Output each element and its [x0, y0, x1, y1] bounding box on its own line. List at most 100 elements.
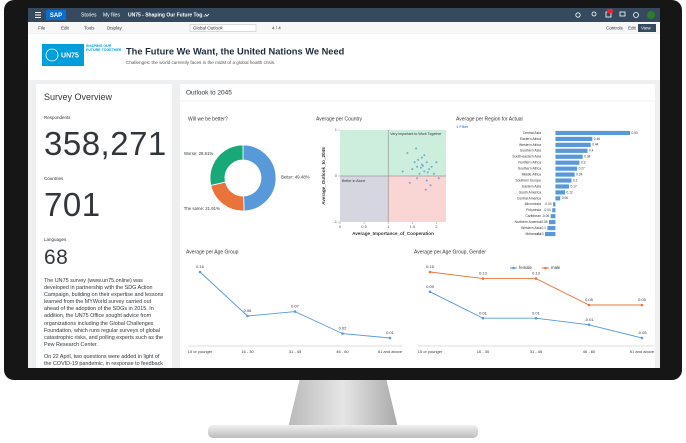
data-label: 0.15: [426, 264, 435, 269]
mode-button[interactable]: View: [641, 25, 651, 30]
x-tick-label: 15 or younger: [418, 349, 443, 354]
app-link[interactable]: Stories: [81, 13, 97, 19]
point: [388, 336, 392, 340]
y-axis-label: Average_Outlook_to_2045: [321, 147, 326, 205]
bar-value: 0.2: [573, 178, 578, 182]
x-tick-label: 61 and above: [630, 349, 655, 354]
point: [640, 303, 644, 307]
pie-slice: [209, 144, 244, 186]
stat-value: 701: [44, 186, 101, 223]
point: [417, 158, 420, 161]
x-tick-label: 2: [435, 224, 438, 229]
point: [426, 171, 429, 174]
category-label: Southern Africa: [518, 167, 541, 171]
point: [421, 164, 424, 167]
files-link[interactable]: My files: [103, 13, 120, 19]
story-caret[interactable]: [204, 13, 210, 17]
page-select[interactable]: [189, 24, 257, 32]
legend-dot: [544, 266, 547, 270]
x-tick-label: 0: [339, 224, 342, 229]
bar: [555, 178, 572, 183]
category-label: Southern Europe: [515, 178, 541, 182]
data-label: 0.07: [291, 304, 300, 309]
pager: 4 / 4: [272, 25, 281, 30]
bar-value: 0.3: [581, 161, 586, 165]
x-tick-label: 15 or younger: [188, 349, 213, 354]
legend-dot: [512, 266, 515, 270]
bar-value: 0.44: [592, 143, 598, 147]
point: [481, 316, 485, 320]
avatar[interactable]: [647, 11, 655, 19]
point: [432, 172, 435, 175]
bar-value: -0.08: [540, 220, 547, 224]
category-label: Caribbean: [525, 214, 541, 218]
quadrant: [340, 176, 389, 222]
x-tick-label: 0.5: [361, 224, 367, 229]
chart-title: Average per Age Group, Gender: [414, 249, 486, 255]
brand: SAP: [50, 13, 62, 19]
point: [293, 310, 297, 313]
menu-icon[interactable]: [35, 12, 41, 18]
data-label: 0.13: [479, 271, 488, 276]
quadrant: [388, 130, 446, 176]
stand-neck: [288, 378, 398, 428]
stat-value: 68: [44, 246, 69, 269]
bar-value: 0.93: [632, 131, 638, 135]
bar: [545, 231, 556, 237]
bar: [555, 142, 591, 147]
data-label: 0.02: [339, 326, 348, 331]
menu-item[interactable]: File: [38, 25, 46, 30]
mode-button[interactable]: Controls: [606, 25, 624, 30]
x-tick-label: 31 - 45: [289, 349, 302, 354]
bar-value: -0.03: [544, 202, 551, 206]
story-name[interactable]: UN75 - Shaping Our Future Tog...: [128, 13, 207, 19]
point: [406, 152, 409, 154]
stat-label: Respondents: [44, 115, 71, 120]
point: [423, 154, 426, 157]
bar: [555, 196, 561, 201]
data-label: 0.13: [532, 271, 541, 276]
bar: [555, 172, 575, 177]
mode-button[interactable]: Edit: [628, 25, 637, 30]
point: [411, 168, 414, 171]
x-tick-label: 46 - 60: [583, 349, 596, 354]
point: [587, 303, 591, 307]
slice-label: Worse: 28.61%: [184, 151, 213, 156]
point: [425, 161, 428, 164]
point: [437, 177, 440, 180]
bar: [555, 190, 566, 195]
point: [587, 323, 591, 327]
point: [425, 179, 428, 182]
data-label: 0.05: [638, 297, 647, 302]
point: [429, 184, 432, 187]
shell-icons[interactable]: [575, 11, 639, 18]
category-label: Northern America: [515, 220, 541, 224]
menu-item[interactable]: Edit: [61, 25, 70, 30]
menu-item[interactable]: Display: [107, 25, 123, 30]
bar: [555, 166, 578, 171]
x-tick-label: 1.5: [409, 224, 415, 229]
x-tick-label: 16 - 30: [241, 349, 254, 354]
overview-title: Survey Overview: [44, 92, 113, 102]
bar-value: 0.27: [579, 166, 585, 170]
stat-label: Countries: [44, 176, 64, 181]
bar-value: -0.1: [540, 226, 546, 230]
quadrant: [340, 130, 389, 176]
category-label: Northern Africa: [518, 161, 541, 165]
category-label: Micronesia: [525, 202, 542, 206]
pie-slice: [242, 144, 277, 212]
x-tick-label: 61 and above: [378, 349, 403, 354]
category-label: South-eastern Asia: [512, 155, 541, 159]
point: [198, 270, 202, 274]
category-label: Middle Africa: [522, 172, 542, 176]
chart-title: Will we be better?: [188, 116, 228, 122]
point: [341, 332, 344, 335]
point: [424, 188, 427, 191]
menu-item[interactable]: Tools: [84, 25, 95, 30]
page-name: Global Outlook: [193, 25, 224, 30]
point: [419, 166, 422, 169]
point: [435, 161, 438, 164]
bar: [553, 202, 556, 207]
category-label: Southern Asia: [520, 149, 541, 153]
